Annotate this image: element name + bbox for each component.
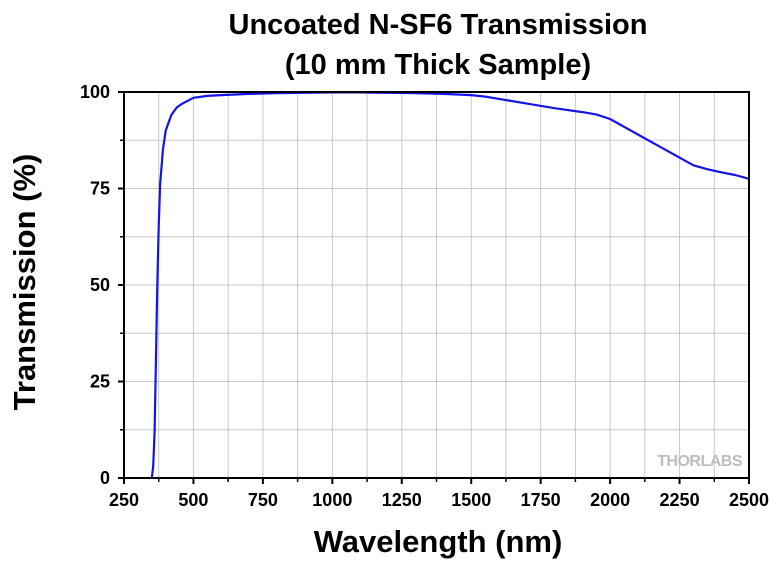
y-axis-label: Transmission (%): [7, 154, 42, 411]
chart-title-line1: Uncoated N-SF6 Transmission: [229, 9, 648, 41]
y-tick-label: 25: [90, 372, 110, 392]
x-tick-label: 1500: [451, 490, 491, 510]
y-tick-label: 75: [90, 179, 110, 199]
x-tick-label: 500: [178, 490, 208, 510]
grid-lines: [124, 92, 749, 478]
x-tick-label: 1750: [521, 490, 561, 510]
x-tick-label: 2000: [590, 490, 630, 510]
x-axis-label: Wavelength (nm): [314, 524, 563, 559]
x-tick-label: 1250: [382, 490, 422, 510]
x-tick-label: 250: [109, 490, 139, 510]
x-tick-label: 2250: [660, 490, 700, 510]
thorlabs-watermark: THORLABS: [657, 453, 743, 470]
y-tick-label: 0: [100, 468, 110, 488]
x-tick-label: 750: [248, 490, 278, 510]
x-tick-label: 2500: [729, 490, 769, 510]
axis-ticks: [118, 91, 750, 484]
chart-title-line2: (10 mm Thick Sample): [285, 49, 591, 81]
x-tick-label: 1000: [312, 490, 352, 510]
y-tick-label: 50: [90, 275, 110, 295]
tick-labels: 250 500 750 1000 1250 1500 1750 2000 2250 2500 0 25…: [80, 82, 769, 510]
y-tick-label: 100: [80, 82, 110, 102]
